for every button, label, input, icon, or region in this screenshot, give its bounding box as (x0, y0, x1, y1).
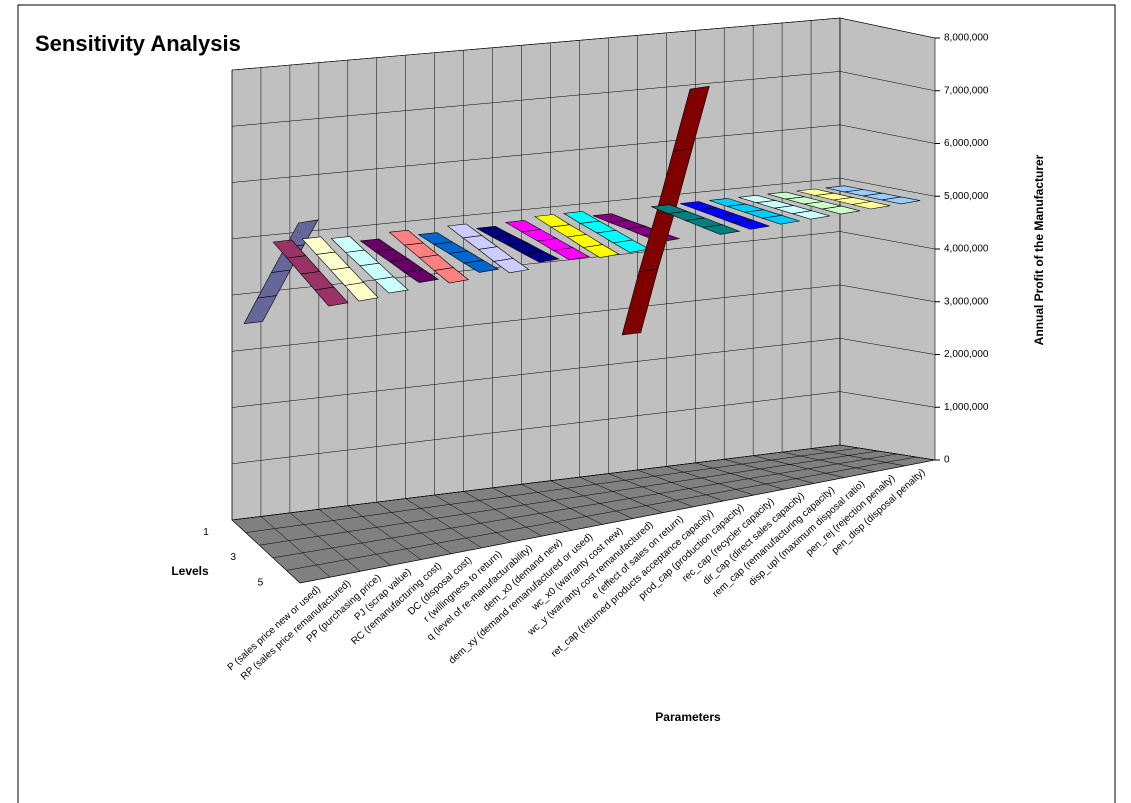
y-tick-label: 3,000,000 (944, 296, 989, 307)
floor-grid-line (318, 509, 391, 566)
y-axis-title: Annual Profit of the Manufacturer (1032, 154, 1046, 345)
floor-grid-line (724, 459, 815, 484)
floor-grid-line (579, 476, 663, 513)
floor-grid-line (811, 448, 905, 467)
ribbon-segment (552, 247, 590, 261)
grid-line (231, 231, 936, 296)
y-tick-label: 4,000,000 (944, 244, 989, 255)
y-tick-label: 1,000,000 (944, 402, 989, 413)
grid-line (231, 444, 936, 521)
ribbon-segment (493, 258, 530, 274)
y-tick-label: 6,000,000 (944, 138, 989, 149)
ribbon-segment (762, 214, 800, 225)
floor-grid-line (521, 484, 603, 525)
grid-line (231, 124, 936, 183)
ribbon-segment (314, 286, 349, 307)
floor-grid-line (405, 498, 482, 549)
z-tick-label: 5 (258, 577, 264, 588)
ribbon-segment (463, 259, 500, 273)
floor-grid-line (782, 451, 875, 472)
floor-grid-line (286, 456, 917, 571)
floor-grid-line (347, 505, 422, 560)
x-axis-title: Parameters (655, 710, 721, 724)
grid-line (231, 284, 936, 352)
side-wall (839, 17, 936, 461)
floor-grid-line (231, 519, 301, 584)
floor-grid-line (299, 459, 936, 584)
floor-grid-line (695, 462, 784, 490)
ribbon-segment (344, 282, 379, 302)
floor-grid-line (260, 516, 331, 578)
ribbon-segment (582, 244, 620, 258)
floor-grid-line (492, 487, 573, 531)
y-tick-label: 8,000,000 (944, 33, 989, 44)
chart-title: Sensitivity Analysis (35, 31, 241, 56)
ribbon-segment (881, 196, 921, 205)
floor-grid-line (666, 466, 754, 496)
floor-grid-line (434, 494, 512, 543)
z-tick-label: 1 (203, 527, 209, 538)
ribbon-segment (672, 85, 710, 152)
ribbon-segment (852, 201, 891, 210)
floor-grid-line (637, 469, 724, 502)
back-wall (231, 17, 841, 521)
ribbon-segment (284, 219, 319, 249)
grid-line (231, 177, 936, 240)
floor-grid-line (245, 447, 860, 533)
ribbon-segment (822, 205, 860, 215)
floor-grid-line (289, 512, 361, 572)
grid-line (231, 17, 936, 71)
floor-grid-line (550, 480, 633, 519)
ribbon-segment (701, 224, 741, 235)
ribbon-segment (433, 267, 470, 284)
grid-line (231, 338, 936, 408)
ribbon-segment (373, 276, 409, 294)
floor-grid-line (463, 491, 543, 537)
z-axis-title: Levels (171, 564, 209, 578)
y-tick-label: 5,000,000 (944, 191, 989, 202)
z-tick-label: 3 (230, 552, 236, 563)
ribbon-segment (731, 219, 770, 230)
grid-line (231, 391, 936, 465)
floor-grid-line (259, 450, 879, 546)
floor-grid-line (376, 501, 452, 554)
grid-line (231, 71, 936, 127)
ribbon-segment (403, 269, 440, 283)
floor-grid-line (608, 473, 694, 508)
floor-grid-line (272, 453, 898, 559)
y-tick-label: 0 (944, 455, 950, 466)
y-tick-label: 7,000,000 (944, 85, 989, 96)
floor-grid-line (753, 455, 845, 478)
y-tick-label: 2,000,000 (944, 349, 989, 360)
ribbon-segment (522, 250, 560, 263)
ribbon-segment (792, 210, 830, 220)
